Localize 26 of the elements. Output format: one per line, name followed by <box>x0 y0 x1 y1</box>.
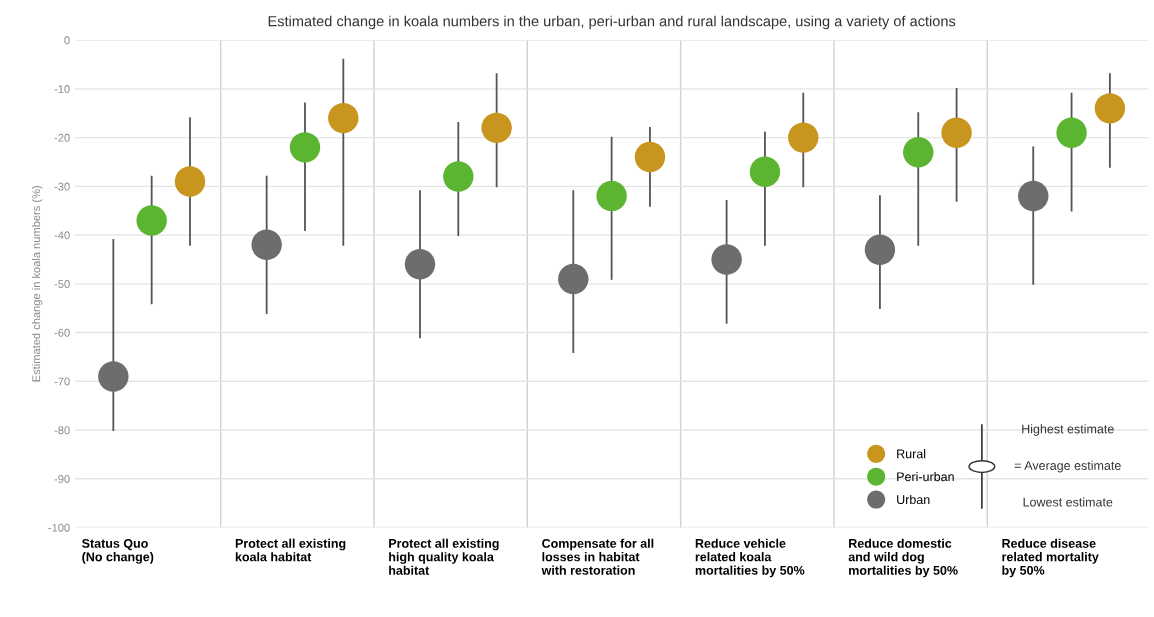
y-tick-label: -90 <box>54 475 70 483</box>
y-tick-label: -60 <box>54 328 70 337</box>
x-tick-label: Reduce domestic and wild dog mortalities by 50% <box>848 538 958 578</box>
x-tick-label: Status Quo (No change) <box>82 538 154 564</box>
y-tick-label: -70 <box>54 377 70 386</box>
y-tick-label: -10 <box>54 85 70 93</box>
legend-label: Rural <box>897 449 926 459</box>
x-tick-label: Reduce disease related mortality by 50% <box>1002 538 1099 578</box>
y-tick-label: -80 <box>54 426 70 435</box>
y-tick-label: -30 <box>54 182 70 191</box>
x-tick-label: Protect all existing high quality koala habitat <box>389 538 499 575</box>
annotation: Highest estimate <box>1022 424 1114 436</box>
y-tick-label: -100 <box>48 523 70 532</box>
x-tick-label: Compensate for all losses in habitat with restoration <box>541 538 654 575</box>
legend-label: Urban <box>897 494 930 505</box>
legend-label: Peri-urban <box>897 471 954 482</box>
annotation: = Average estimate <box>1014 460 1121 473</box>
y-axis-title: Estimated change in koala numbers (%) <box>32 186 43 382</box>
x-tick-label: Reduce vehicle related koala mortalities by 50% <box>695 538 805 578</box>
y-tick-label: -20 <box>54 133 70 142</box>
y-tick-label: -40 <box>54 231 70 240</box>
y-tick-label: 0 <box>64 36 70 45</box>
annotation: Lowest estimate <box>1023 497 1113 507</box>
x-tick-label: Protect all existing koala habitat <box>235 538 346 562</box>
chart-title: Estimated change in koala numbers in the urban, peri-urban and rural landscape, using a variety of actions <box>268 15 956 30</box>
y-tick-label: -50 <box>54 280 70 288</box>
